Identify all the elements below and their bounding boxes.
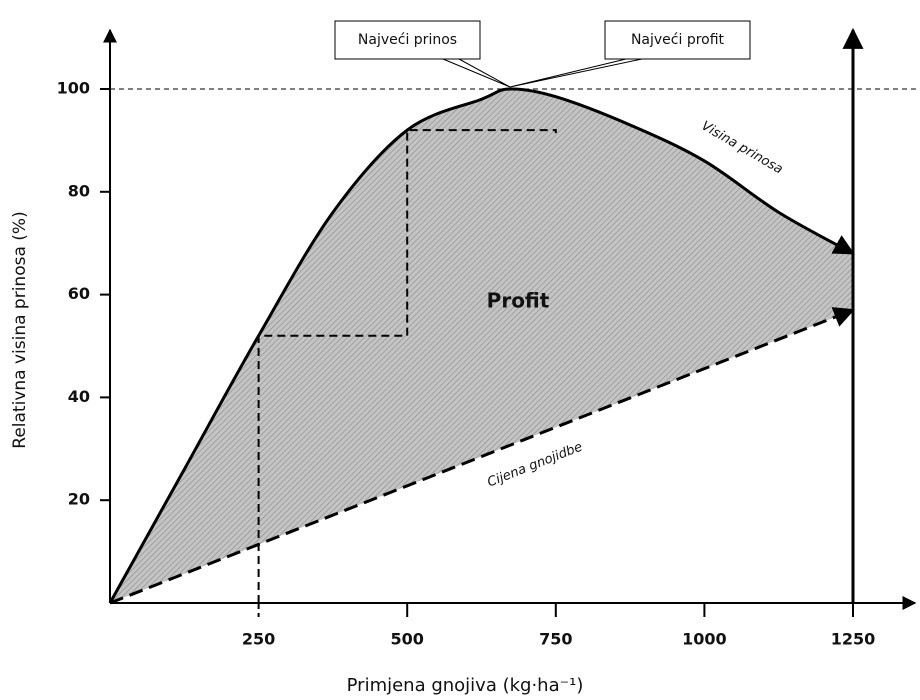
- x-tick-label: 750: [539, 630, 572, 649]
- y-tick-label: 40: [68, 387, 90, 406]
- x-axis-label: Primjena gnojiva (kg·ha⁻¹): [347, 675, 584, 696]
- y-tick-label: 20: [68, 490, 90, 509]
- x-tick-label: 1250: [831, 630, 876, 649]
- callout-pointer: [509, 58, 643, 88]
- cost-line: [109, 307, 855, 605]
- callout-box: [604, 20, 751, 60]
- callout-pointer: [442, 58, 511, 88]
- area-label: Profit: [487, 289, 550, 313]
- y-tick-label: 60: [68, 284, 90, 303]
- callout-box: [334, 20, 481, 60]
- profit-area: [110, 88, 853, 603]
- callout-text: Najveći profit: [631, 32, 725, 48]
- y-tick-label: 80: [68, 181, 90, 200]
- y-axis-label: Relativna visina prinosa (%): [10, 211, 30, 448]
- y-tick-label: 100: [57, 79, 90, 98]
- yield-line: [108, 87, 855, 604]
- x-tick-label: 500: [390, 630, 423, 649]
- x-tick-label: 250: [242, 630, 275, 649]
- callout-text: Najveći prinos: [358, 32, 457, 48]
- step-guide: [257, 129, 557, 603]
- x-tick-label: 1000: [682, 630, 727, 649]
